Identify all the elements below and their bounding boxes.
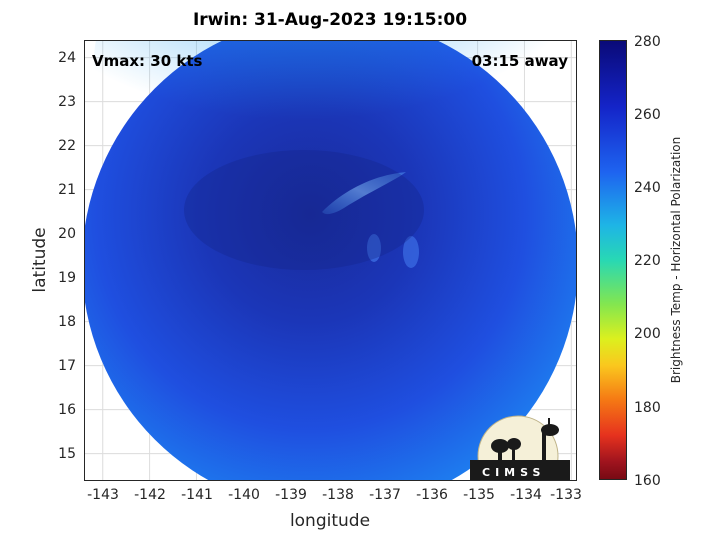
- time-away-label: 03:15 away: [471, 52, 568, 70]
- colorbar-label: Brightness Temp - Horizontal Polarizatio…: [669, 136, 683, 384]
- y-tick-label: 18: [58, 314, 76, 330]
- y-tick-label: 21: [58, 182, 76, 198]
- colorbar-tick-label: 200: [634, 326, 661, 342]
- colorbar-tick-label: 160: [634, 473, 661, 489]
- x-tick-label: -143: [87, 487, 119, 503]
- map-plot-area: [84, 40, 576, 480]
- colorbar-tick-label: 260: [634, 107, 661, 123]
- colorbar-tick-label: 220: [634, 253, 661, 269]
- x-tick-label: -133: [550, 487, 582, 503]
- cloud-patch: [403, 236, 419, 268]
- cloud-band: [322, 172, 406, 215]
- x-tick-label: -139: [275, 487, 307, 503]
- dark-core: [184, 150, 424, 270]
- x-tick-label: -141: [181, 487, 213, 503]
- swath-top-glow: [94, 40, 554, 210]
- y-tick-label: 22: [58, 138, 76, 154]
- x-tick-label: -134: [510, 487, 542, 503]
- colorbar-tick-label: 180: [634, 400, 661, 416]
- map-title: Irwin: 31-Aug-2023 19:15:00: [192, 10, 468, 30]
- x-axis-label: longitude: [289, 511, 371, 531]
- vmax-label: Vmax: 30 kts: [92, 52, 203, 70]
- cimss-logo: [470, 415, 570, 480]
- y-tick-label: 17: [58, 358, 76, 374]
- x-tick-label: -138: [322, 487, 354, 503]
- satellite-image-svg: [84, 40, 576, 480]
- x-tick-label: -135: [463, 487, 495, 503]
- y-tick-label: 19: [58, 270, 76, 286]
- logo-text: CIMSS: [482, 466, 546, 479]
- x-tick-label: -137: [369, 487, 401, 503]
- y-tick-label: 16: [58, 402, 76, 418]
- x-tick-label: -142: [134, 487, 166, 503]
- colorbar-tick-label: 280: [634, 34, 661, 50]
- y-tick-label: 20: [58, 226, 76, 242]
- x-tick-label: -136: [416, 487, 448, 503]
- colorbar: [599, 40, 627, 480]
- y-tick-label: 24: [58, 50, 76, 66]
- x-tick-label: -140: [228, 487, 260, 503]
- colorbar-tick-label: 240: [634, 180, 661, 196]
- y-tick-label: 15: [58, 446, 76, 462]
- y-axis-label: latitude: [30, 227, 50, 293]
- cloud-patch: [367, 234, 381, 262]
- y-tick-label: 23: [58, 94, 76, 110]
